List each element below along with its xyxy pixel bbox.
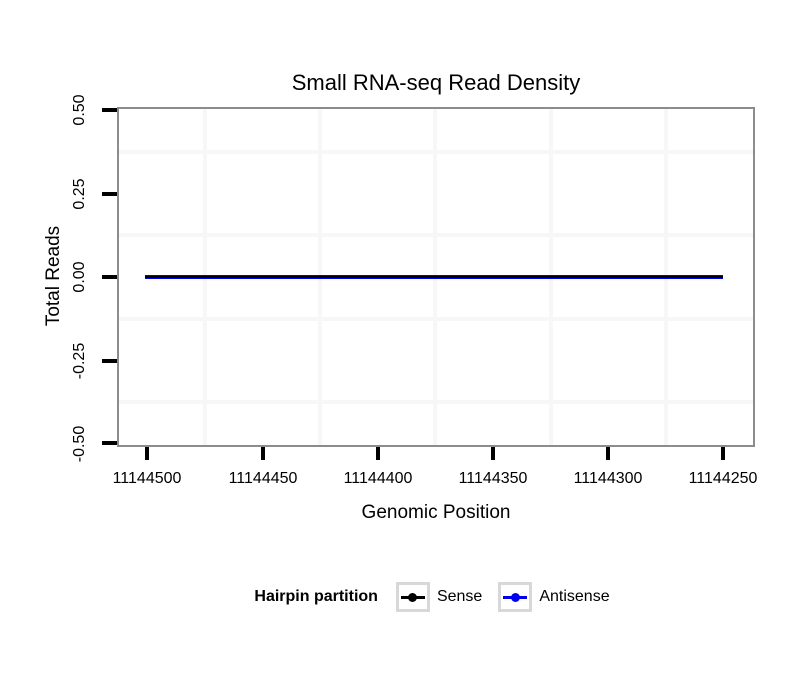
y-tick-label: -0.25 [71, 342, 88, 380]
chart-title: Small RNA-seq Read Density [291, 70, 581, 95]
gridline-horizontal [119, 233, 753, 237]
x-axis-tick [376, 447, 380, 460]
sense-series-line [145, 276, 723, 278]
y-tick-label: -0.50 [71, 425, 88, 463]
x-tick-label: 11144350 [458, 470, 528, 487]
y-axis-tick [102, 441, 117, 445]
y-axis-tick [102, 359, 117, 363]
x-tick-label: 11144300 [573, 470, 643, 487]
antisense-legend-key-icon [498, 582, 533, 612]
x-tick-label: 11144250 [688, 470, 758, 487]
x-tick-label: 11144450 [228, 470, 298, 487]
plot-panel [117, 107, 755, 447]
legend-label-antisense: Antisense [539, 588, 610, 605]
y-axis-tick [102, 108, 117, 112]
y-tick-label: 0.50 [71, 94, 88, 126]
x-axis-tick [721, 447, 725, 460]
sense-point-icon [408, 592, 418, 602]
y-axis-label: Total Reads [43, 225, 64, 327]
antisense-point-icon [510, 592, 520, 602]
gridline-horizontal [119, 150, 753, 154]
legend: Hairpin partition Sense Antisense [70, 579, 810, 615]
x-tick-label: 11144500 [112, 470, 182, 487]
x-axis-tick [606, 447, 610, 460]
x-axis-label: Genomic Position [361, 502, 511, 523]
y-tick-label: 0.25 [71, 178, 88, 210]
x-tick-label: 11144400 [343, 470, 413, 487]
x-axis-tick [145, 447, 149, 460]
x-axis-tick [491, 447, 495, 460]
y-axis-tick [102, 192, 117, 196]
legend-label-sense: Sense [436, 588, 483, 605]
gridline-horizontal [119, 317, 753, 321]
x-axis-tick [261, 447, 265, 460]
gridline-horizontal [119, 400, 753, 404]
sense-legend-key-icon [395, 582, 430, 612]
legend-title: Hairpin partition [254, 588, 378, 605]
y-tick-label: 0.00 [71, 261, 88, 293]
y-axis-tick [102, 275, 117, 279]
